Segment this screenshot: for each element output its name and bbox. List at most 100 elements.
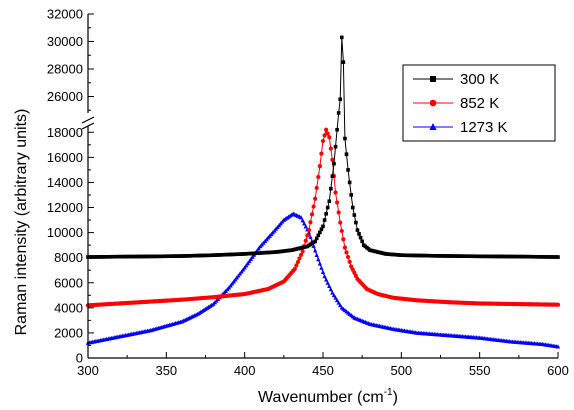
data-point <box>327 199 332 204</box>
data-point <box>347 259 352 264</box>
data-point <box>303 224 308 229</box>
data-point <box>294 263 299 268</box>
y-tick-label: 18000 <box>47 125 83 140</box>
y-axis-title: Raman intensity (arbitrary units) <box>13 109 30 336</box>
data-point <box>330 174 335 178</box>
data-point <box>344 250 349 255</box>
series-1273-k <box>85 211 561 349</box>
data-point <box>298 215 304 220</box>
data-point <box>313 248 318 253</box>
data-point <box>354 220 358 225</box>
data-point <box>350 205 355 210</box>
data-point <box>327 135 332 140</box>
data-point <box>327 283 332 289</box>
data-point <box>303 238 308 243</box>
data-point <box>292 266 297 272</box>
data-point <box>319 265 324 270</box>
x-axis-title-close: ) <box>393 389 398 406</box>
data-point <box>332 161 336 166</box>
data-point <box>305 233 310 238</box>
data-point <box>357 232 361 236</box>
data-point <box>555 302 561 307</box>
y-tick-label: 28000 <box>47 62 83 77</box>
data-point <box>295 259 301 265</box>
x-tick-label: 550 <box>469 363 491 378</box>
data-point <box>247 258 252 264</box>
legend-label: 1273 K <box>460 119 508 136</box>
x-tick-label: 450 <box>312 363 334 378</box>
data-point <box>311 204 316 209</box>
y-tick-label: 30000 <box>47 34 83 49</box>
data-point <box>323 277 329 282</box>
data-point <box>360 239 364 244</box>
data-point <box>338 220 343 225</box>
legend-marker <box>430 76 436 82</box>
x-axis-title-superscript: -1 <box>384 387 393 398</box>
data-point <box>350 267 355 272</box>
x-tick-label: 400 <box>234 363 256 378</box>
legend: 300 K 852 K 1273 K <box>402 64 556 142</box>
data-point <box>349 264 354 269</box>
data-point <box>331 292 337 298</box>
data-point <box>329 186 333 191</box>
data-point <box>325 205 330 210</box>
data-point <box>322 218 327 222</box>
data-point <box>328 146 333 151</box>
data-point <box>324 127 329 132</box>
y-tick-label: 2000 <box>54 325 83 340</box>
data-point <box>336 210 341 215</box>
data-point <box>341 60 346 64</box>
data-point <box>245 261 250 266</box>
data-point <box>343 136 347 141</box>
data-point <box>317 261 323 266</box>
data-point <box>313 196 318 201</box>
y-tick-label: 10000 <box>47 225 83 240</box>
y-tick-label: 14000 <box>47 175 83 190</box>
plot-area <box>85 35 561 349</box>
data-point <box>314 236 319 241</box>
data-point <box>336 300 341 305</box>
data-point <box>346 168 350 172</box>
data-point <box>324 211 328 216</box>
data-point <box>314 252 319 257</box>
data-point <box>342 245 348 250</box>
data-point <box>325 280 330 285</box>
data-point <box>336 111 341 115</box>
data-point <box>341 237 346 242</box>
x-tick-label: 300 <box>77 363 99 378</box>
data-point <box>300 218 305 223</box>
data-point <box>316 257 321 262</box>
data-point <box>298 252 304 258</box>
data-point <box>297 256 302 261</box>
data-point <box>319 227 324 232</box>
data-point <box>242 265 247 270</box>
data-point <box>316 233 321 238</box>
data-point <box>318 230 322 235</box>
data-point <box>338 302 343 308</box>
data-point <box>330 290 335 295</box>
y-tick-label: 8000 <box>54 250 83 265</box>
y-tick-label: 4000 <box>54 300 83 315</box>
data-point <box>345 254 351 260</box>
data-point <box>355 228 360 232</box>
data-point <box>319 151 324 156</box>
data-point <box>256 246 261 251</box>
legend-marker <box>429 99 437 107</box>
data-point <box>322 274 327 279</box>
x-axis-title: Wavenumber (cm-1) <box>258 387 398 406</box>
data-point <box>333 295 338 300</box>
data-point <box>556 255 560 259</box>
data-point <box>555 344 561 349</box>
data-point <box>328 287 333 292</box>
data-point <box>308 234 313 239</box>
data-point <box>344 152 349 157</box>
data-point <box>309 212 315 217</box>
legend-marker <box>429 123 437 130</box>
data-point <box>339 228 344 234</box>
data-point <box>349 193 353 197</box>
data-point <box>314 185 319 190</box>
y-tick-label: 12000 <box>47 200 83 215</box>
data-point <box>244 263 249 268</box>
data-point <box>250 254 255 259</box>
